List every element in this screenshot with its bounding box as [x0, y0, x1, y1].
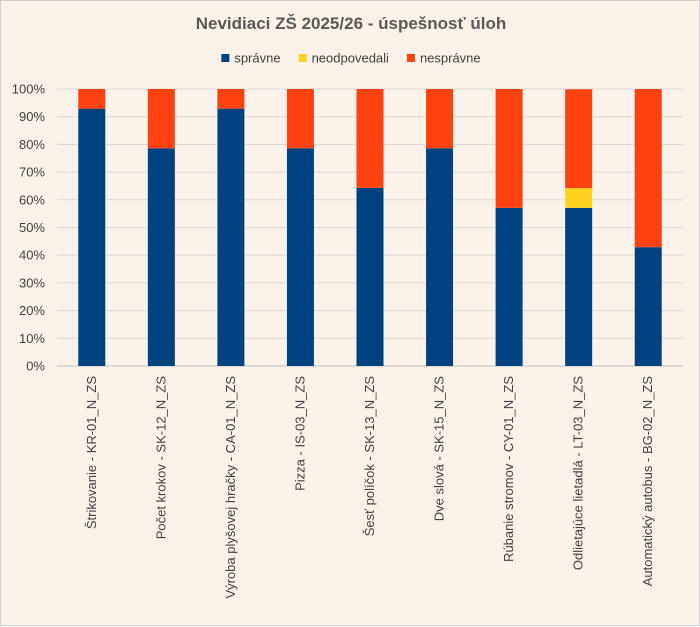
y-tick-label: 60%	[19, 192, 45, 207]
bar-segment-1-3	[217, 108, 245, 367]
bar-segment-2-8	[565, 188, 593, 208]
bar-segment-1-7	[495, 207, 523, 366]
bar-segment-3-8	[565, 89, 593, 189]
bar-segment-3-5	[356, 89, 384, 188]
x-category-label: Automatický autobus - BG-02_N_ZS	[640, 376, 655, 587]
bar-segment-1-2	[147, 148, 175, 366]
bar-segment-3-4	[286, 89, 314, 149]
x-category-label: Výroba plyšovej hračky - CA-01_N_ZS	[223, 376, 238, 599]
y-tick-label: 20%	[19, 303, 45, 318]
x-category-label: Pizza - IS-03_N_ZS	[292, 376, 307, 491]
y-tick-label: 70%	[19, 165, 45, 180]
y-tick-label: 30%	[19, 275, 45, 290]
y-tick-label: 80%	[19, 137, 45, 152]
y-tick-label: 100%	[12, 82, 46, 97]
legend-label: nesprávne	[420, 51, 481, 66]
x-category-label: Počet krokov - SK-12_N_ZS	[153, 376, 168, 540]
x-axis: Štrikovanie - KR-01_N_ZS Počet krokov - S…	[84, 376, 655, 599]
y-tick-label: 90%	[19, 109, 45, 124]
bar-segment-1-8	[565, 207, 593, 366]
x-category-label: Šesť políčok - SK-13_N_ZS	[362, 376, 377, 537]
chart-title: Nevidiaci ZŠ 2025/26 - úspešnosť úloh	[196, 14, 506, 33]
y-tick-label: 40%	[19, 248, 45, 263]
y-tick-label: 10%	[19, 331, 45, 346]
bar-segment-1-5	[356, 187, 384, 366]
legend-swatch	[298, 54, 307, 62]
y-axis: 0% 10% 20% 30% 40% 50% 60% 70% 80% 90% 100%	[12, 82, 46, 374]
bar-segment-1-9	[634, 247, 662, 366]
x-category-label: Dve slová - SK-15_N_ZS	[432, 376, 447, 522]
x-category-label: Odlietajúce lietadlá - LT-03_N_ZS	[571, 376, 586, 570]
y-tick-label: 0%	[26, 359, 45, 374]
x-category-label: Rúbanie stromov - CY-01_N_ZS	[501, 376, 516, 562]
bars	[78, 89, 662, 367]
x-category-label: Štrikovanie - KR-01_N_ZS	[84, 376, 99, 529]
legend: správne neodpovedali nesprávne	[221, 51, 481, 66]
legend-item-2: neodpovedali	[298, 51, 389, 66]
legend-item-1: správne	[221, 51, 281, 66]
bar-segment-1-6	[426, 148, 454, 366]
bar-segment-3-6	[426, 89, 454, 149]
bar-segment-3-7	[495, 89, 523, 208]
legend-item-3: nesprávne	[406, 51, 481, 66]
legend-swatch	[221, 54, 230, 62]
bar-segment-3-2	[147, 89, 175, 149]
bar-segment-3-3	[217, 89, 245, 109]
bar-segment-1-4	[286, 148, 314, 366]
bar-segment-3-1	[78, 89, 106, 109]
legend-swatch	[406, 54, 415, 62]
bar-segment-1-1	[78, 108, 106, 367]
bar-segment-3-9	[634, 89, 662, 248]
legend-label: správne	[234, 51, 280, 66]
y-tick-label: 50%	[19, 220, 45, 235]
legend-label: neodpovedali	[312, 51, 389, 66]
